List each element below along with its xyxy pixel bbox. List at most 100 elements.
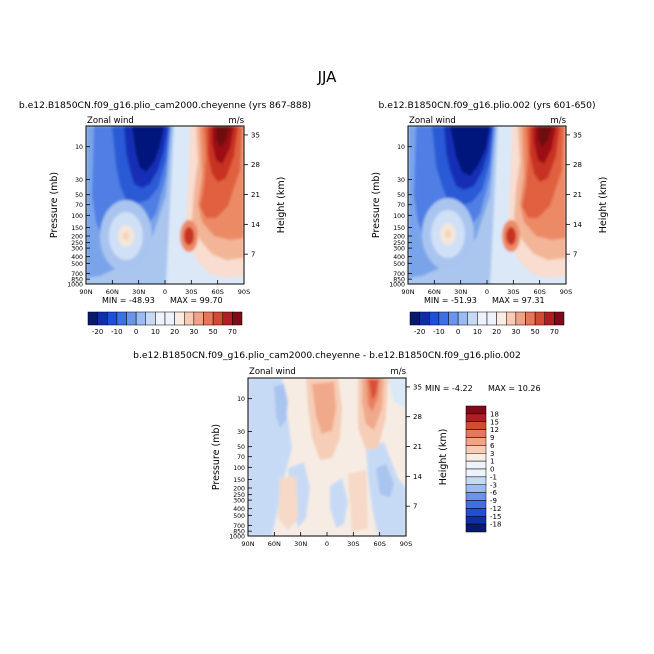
y2-tick-label: 21 bbox=[413, 443, 422, 451]
y-tick-label: 400 bbox=[71, 254, 83, 261]
field-red-7 bbox=[216, 126, 230, 148]
y-tick-label: 70 bbox=[237, 454, 245, 461]
y-tick-label: 100 bbox=[71, 213, 83, 220]
colorbar-box bbox=[544, 311, 555, 326]
colorbar-label: 18 bbox=[490, 410, 499, 418]
colorbar-box bbox=[465, 516, 487, 525]
panel-left-y2axis: 7 14 21 28 35 bbox=[244, 131, 260, 259]
y2-tick-label: 35 bbox=[251, 131, 260, 139]
colorbar-label: 1 bbox=[490, 458, 494, 466]
colorbar-box bbox=[467, 311, 478, 326]
panel-diff-units: m/s bbox=[390, 367, 406, 377]
y-tick-label: 100 bbox=[233, 465, 245, 472]
colorbar-box bbox=[534, 311, 545, 326]
y-tick-label: 30 bbox=[75, 177, 83, 184]
diff-pos-sh-4 bbox=[369, 380, 378, 400]
diff-pos-low-2 bbox=[348, 470, 368, 532]
y-tick-label: 10 bbox=[397, 144, 405, 151]
y2-tick-label: 14 bbox=[251, 221, 260, 229]
colorbar-box bbox=[465, 453, 487, 462]
colorbar-label: 70 bbox=[228, 328, 237, 336]
colorbar-box bbox=[465, 429, 487, 438]
diff-neg-eq bbox=[330, 478, 348, 528]
colorbar-label: 30 bbox=[511, 328, 520, 336]
panel-left-ylabel: Pressure (mb) bbox=[49, 172, 60, 238]
colorbar-label: 30 bbox=[189, 328, 198, 336]
y-tick-label: 10 bbox=[75, 144, 83, 151]
panel-diff-max-label: MAX = 10.26 bbox=[488, 384, 541, 393]
y2-tick-label: 7 bbox=[251, 251, 255, 259]
colorbar-label: -9 bbox=[490, 497, 497, 505]
y-tick-label: 700 bbox=[71, 271, 83, 278]
colorbar-box bbox=[465, 476, 487, 485]
panel-diff-variable: Zonal wind bbox=[249, 367, 296, 377]
colorbar-box bbox=[465, 508, 487, 517]
colorbar-box bbox=[429, 311, 440, 326]
colorbar-box bbox=[465, 523, 487, 533]
panel-right-y2axis: 7 14 21 28 35 bbox=[566, 131, 582, 259]
x-tick-label: 90S bbox=[238, 288, 250, 296]
panel-left-y2label: Height (km) bbox=[276, 177, 287, 234]
y2-tick-label: 14 bbox=[573, 221, 582, 229]
colorbar-box bbox=[448, 311, 459, 326]
colorbar-label: 6 bbox=[490, 442, 495, 450]
y-tick-label: 150 bbox=[393, 225, 405, 232]
colorbar-box bbox=[465, 460, 487, 470]
y-tick-label: 50 bbox=[237, 444, 245, 451]
colorbar-box bbox=[203, 311, 214, 326]
y-tick-label: 700 bbox=[393, 271, 405, 278]
y-tick-label: 250 bbox=[71, 240, 83, 247]
colorbar-label: -12 bbox=[490, 505, 501, 513]
colorbar-label: 50 bbox=[531, 328, 540, 336]
colorbar-label: 20 bbox=[492, 328, 501, 336]
colorbar-box bbox=[107, 311, 118, 326]
panel-left-units: m/s bbox=[228, 116, 244, 126]
y-tick-label: 200 bbox=[71, 234, 83, 241]
colorbar-box bbox=[116, 311, 127, 326]
colorbar-label: 70 bbox=[550, 328, 559, 336]
y-tick-label: 850 bbox=[393, 277, 405, 284]
x-tick-label: 30N bbox=[454, 288, 467, 296]
y-tick-label: 70 bbox=[75, 202, 83, 209]
field-jet-nh-4 bbox=[123, 232, 129, 240]
panel-right-xaxis: 90N 60N 30N 0 30S 60S 90S bbox=[401, 280, 572, 296]
diff-pos-mid-2 bbox=[312, 382, 336, 434]
colorbar-box bbox=[465, 405, 487, 415]
diff-neg-top-sh bbox=[388, 378, 406, 408]
panel-right-field bbox=[408, 126, 566, 284]
y-tick-label: 200 bbox=[233, 486, 245, 493]
y-tick-label: 50 bbox=[75, 192, 83, 199]
x-tick-label: 30S bbox=[185, 288, 197, 296]
colorbar-label: -20 bbox=[92, 328, 103, 336]
y2-tick-label: 35 bbox=[573, 131, 582, 139]
colorbar-label: 0 bbox=[456, 328, 460, 336]
x-tick-label: 60N bbox=[428, 288, 441, 296]
y-tick-label: 400 bbox=[233, 506, 245, 513]
panel-right-units: m/s bbox=[550, 116, 566, 126]
colorbar-label: -1 bbox=[490, 473, 497, 481]
colorbar-box bbox=[465, 437, 487, 446]
y2-tick-label: 7 bbox=[413, 503, 417, 511]
panel-left-xaxis: 90N 60N 30N 0 30S 60S 90S bbox=[79, 280, 250, 296]
y-tick-label: 500 bbox=[233, 513, 245, 520]
panel-diff-y2axis: 7 14 21 28 35 bbox=[406, 383, 422, 511]
field-jet-sh-2 bbox=[184, 227, 194, 245]
y-tick-label: 300 bbox=[71, 246, 83, 253]
y-tick-label: 250 bbox=[233, 492, 245, 499]
diff-neg-nh-2 bbox=[274, 384, 288, 428]
x-tick-label: 90N bbox=[241, 540, 254, 548]
colorbar-box bbox=[155, 311, 166, 326]
diff-neg-sh-2 bbox=[376, 464, 394, 498]
x-tick-label: 60S bbox=[211, 288, 223, 296]
colorbar-box bbox=[506, 311, 517, 326]
colorbar-box bbox=[174, 311, 185, 326]
x-tick-label: 30N bbox=[132, 288, 145, 296]
colorbar-box bbox=[465, 468, 487, 478]
colorbar-box bbox=[193, 311, 204, 326]
colorbar-label: 0 bbox=[490, 466, 494, 474]
colorbar-box bbox=[212, 311, 223, 326]
